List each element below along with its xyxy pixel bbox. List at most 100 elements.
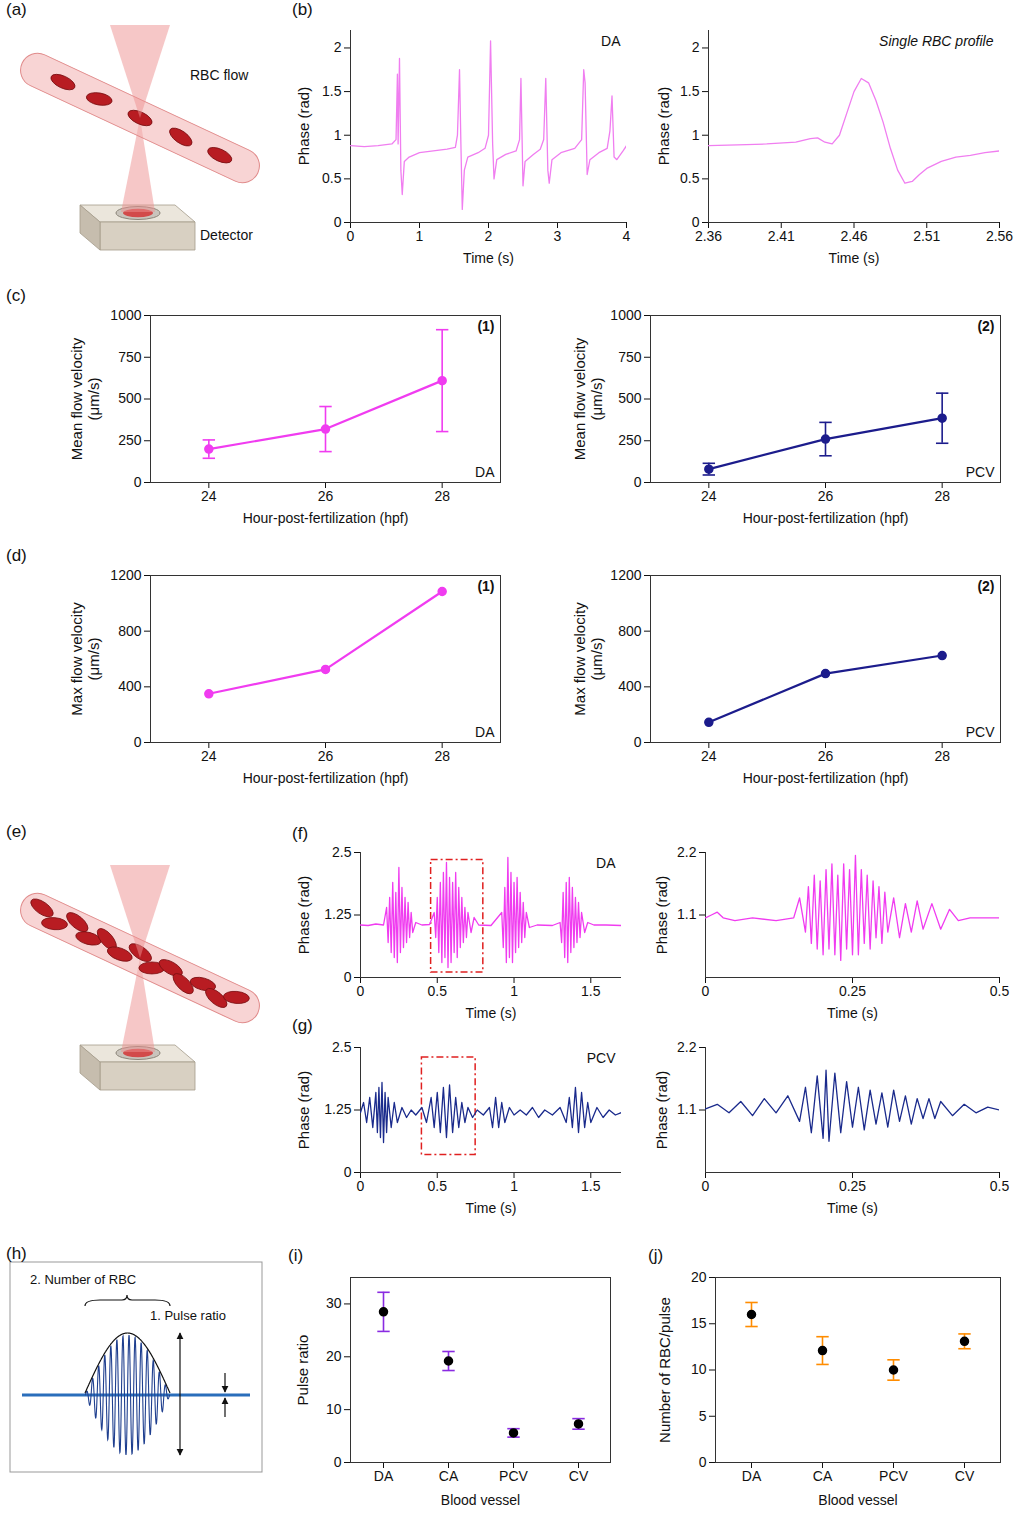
svg-text:1: 1 bbox=[510, 983, 518, 999]
svg-text:DA: DA bbox=[596, 855, 616, 871]
svg-text:0.25: 0.25 bbox=[839, 1178, 866, 1194]
svg-text:1.5: 1.5 bbox=[581, 1178, 601, 1194]
svg-text:CA: CA bbox=[439, 1468, 459, 1484]
svg-text:1000: 1000 bbox=[110, 307, 141, 323]
svg-text:0: 0 bbox=[334, 214, 342, 230]
svg-text:1.25: 1.25 bbox=[324, 906, 351, 922]
svg-text:26: 26 bbox=[818, 488, 834, 504]
svg-text:30: 30 bbox=[326, 1295, 342, 1311]
svg-text:2.2: 2.2 bbox=[677, 1039, 697, 1055]
svg-text:0: 0 bbox=[134, 734, 142, 750]
svg-text:10: 10 bbox=[691, 1361, 707, 1377]
svg-text:500: 500 bbox=[118, 390, 142, 406]
svg-text:0.5: 0.5 bbox=[428, 983, 448, 999]
svg-text:800: 800 bbox=[118, 623, 142, 639]
svg-text:1.5: 1.5 bbox=[680, 83, 700, 99]
svg-text:2.46: 2.46 bbox=[840, 228, 867, 244]
svg-text:5: 5 bbox=[699, 1408, 707, 1424]
svg-text:0.5: 0.5 bbox=[990, 1178, 1010, 1194]
svg-text:0: 0 bbox=[699, 1454, 707, 1470]
svg-text:0: 0 bbox=[344, 969, 352, 985]
svg-text:DA: DA bbox=[475, 464, 495, 480]
svg-text:PCV: PCV bbox=[879, 1468, 908, 1484]
svg-text:20: 20 bbox=[326, 1348, 342, 1364]
svg-text:24: 24 bbox=[701, 748, 717, 764]
svg-text:CA: CA bbox=[813, 1468, 833, 1484]
svg-text:(1): (1) bbox=[477, 578, 494, 594]
svg-text:Hour-post-fertilization (hpf): Hour-post-fertilization (hpf) bbox=[243, 770, 409, 786]
svg-text:1: 1 bbox=[416, 228, 424, 244]
svg-text:400: 400 bbox=[118, 678, 142, 694]
svg-text:Hour-post-fertilization (hpf): Hour-post-fertilization (hpf) bbox=[743, 510, 909, 526]
svg-text:500: 500 bbox=[618, 390, 642, 406]
svg-text:1000: 1000 bbox=[610, 307, 641, 323]
svg-text:0.25: 0.25 bbox=[839, 983, 866, 999]
svg-text:2: 2 bbox=[692, 39, 700, 55]
svg-text:26: 26 bbox=[818, 748, 834, 764]
svg-text:2.2: 2.2 bbox=[677, 844, 697, 860]
svg-text:2. Number of RBC: 2. Number of RBC bbox=[30, 1272, 136, 1287]
svg-text:26: 26 bbox=[318, 488, 334, 504]
svg-text:1: 1 bbox=[692, 127, 700, 143]
svg-text:RBC flow: RBC flow bbox=[190, 67, 249, 83]
svg-text:24: 24 bbox=[701, 488, 717, 504]
svg-text:Time (s): Time (s) bbox=[827, 1200, 878, 1216]
svg-text:0: 0 bbox=[634, 734, 642, 750]
svg-text:28: 28 bbox=[434, 488, 450, 504]
svg-text:DA: DA bbox=[374, 1468, 394, 1484]
svg-text:10: 10 bbox=[326, 1401, 342, 1417]
svg-text:250: 250 bbox=[618, 432, 642, 448]
svg-text:Blood vessel: Blood vessel bbox=[818, 1492, 897, 1508]
svg-text:0: 0 bbox=[702, 1178, 710, 1194]
svg-text:28: 28 bbox=[934, 748, 950, 764]
svg-text:0: 0 bbox=[634, 474, 642, 490]
svg-text:(2): (2) bbox=[977, 578, 994, 594]
svg-text:4: 4 bbox=[623, 228, 631, 244]
svg-text:0: 0 bbox=[702, 983, 710, 999]
svg-text:2: 2 bbox=[485, 228, 493, 244]
svg-text:750: 750 bbox=[118, 349, 142, 365]
svg-text:Time (s): Time (s) bbox=[466, 1005, 517, 1021]
svg-text:24: 24 bbox=[201, 748, 217, 764]
svg-text:2.51: 2.51 bbox=[913, 228, 940, 244]
svg-text:15: 15 bbox=[691, 1315, 707, 1331]
svg-text:DA: DA bbox=[742, 1468, 762, 1484]
svg-text:0.5: 0.5 bbox=[990, 983, 1010, 999]
svg-text:26: 26 bbox=[318, 748, 334, 764]
svg-text:2.5: 2.5 bbox=[332, 844, 352, 860]
svg-text:400: 400 bbox=[618, 678, 642, 694]
svg-text:Time (s): Time (s) bbox=[827, 1005, 878, 1021]
svg-text:Detector: Detector bbox=[200, 227, 253, 243]
svg-text:0.5: 0.5 bbox=[322, 170, 342, 186]
svg-text:PCV: PCV bbox=[966, 724, 995, 740]
svg-text:0.5: 0.5 bbox=[680, 170, 700, 186]
svg-text:Hour-post-fertilization (hpf): Hour-post-fertilization (hpf) bbox=[243, 510, 409, 526]
svg-text:1.25: 1.25 bbox=[324, 1101, 351, 1117]
svg-text:750: 750 bbox=[618, 349, 642, 365]
svg-text:1: 1 bbox=[334, 127, 342, 143]
svg-text:1.1: 1.1 bbox=[677, 1101, 697, 1117]
svg-text:0: 0 bbox=[357, 983, 365, 999]
svg-text:0.5: 0.5 bbox=[428, 1178, 448, 1194]
svg-text:DA: DA bbox=[601, 33, 621, 49]
svg-text:1.1: 1.1 bbox=[677, 906, 697, 922]
svg-text:0: 0 bbox=[347, 228, 355, 244]
svg-text:CV: CV bbox=[569, 1468, 589, 1484]
svg-text:2.56: 2.56 bbox=[986, 228, 1013, 244]
svg-text:0: 0 bbox=[357, 1178, 365, 1194]
svg-text:Hour-post-fertilization (hpf): Hour-post-fertilization (hpf) bbox=[743, 770, 909, 786]
svg-text:Time (s): Time (s) bbox=[829, 250, 880, 266]
svg-text:2: 2 bbox=[334, 39, 342, 55]
svg-text:250: 250 bbox=[118, 432, 142, 448]
svg-text:0: 0 bbox=[134, 474, 142, 490]
svg-text:PCV: PCV bbox=[499, 1468, 528, 1484]
svg-text:3: 3 bbox=[554, 228, 562, 244]
svg-text:(2): (2) bbox=[977, 318, 994, 334]
svg-text:1. Pulse ratio: 1. Pulse ratio bbox=[150, 1308, 226, 1323]
svg-text:1.5: 1.5 bbox=[581, 983, 601, 999]
svg-text:1200: 1200 bbox=[610, 567, 641, 583]
svg-text:DA: DA bbox=[475, 724, 495, 740]
svg-text:CV: CV bbox=[955, 1468, 975, 1484]
svg-text:0: 0 bbox=[344, 1164, 352, 1180]
svg-text:Blood vessel: Blood vessel bbox=[441, 1492, 520, 1508]
